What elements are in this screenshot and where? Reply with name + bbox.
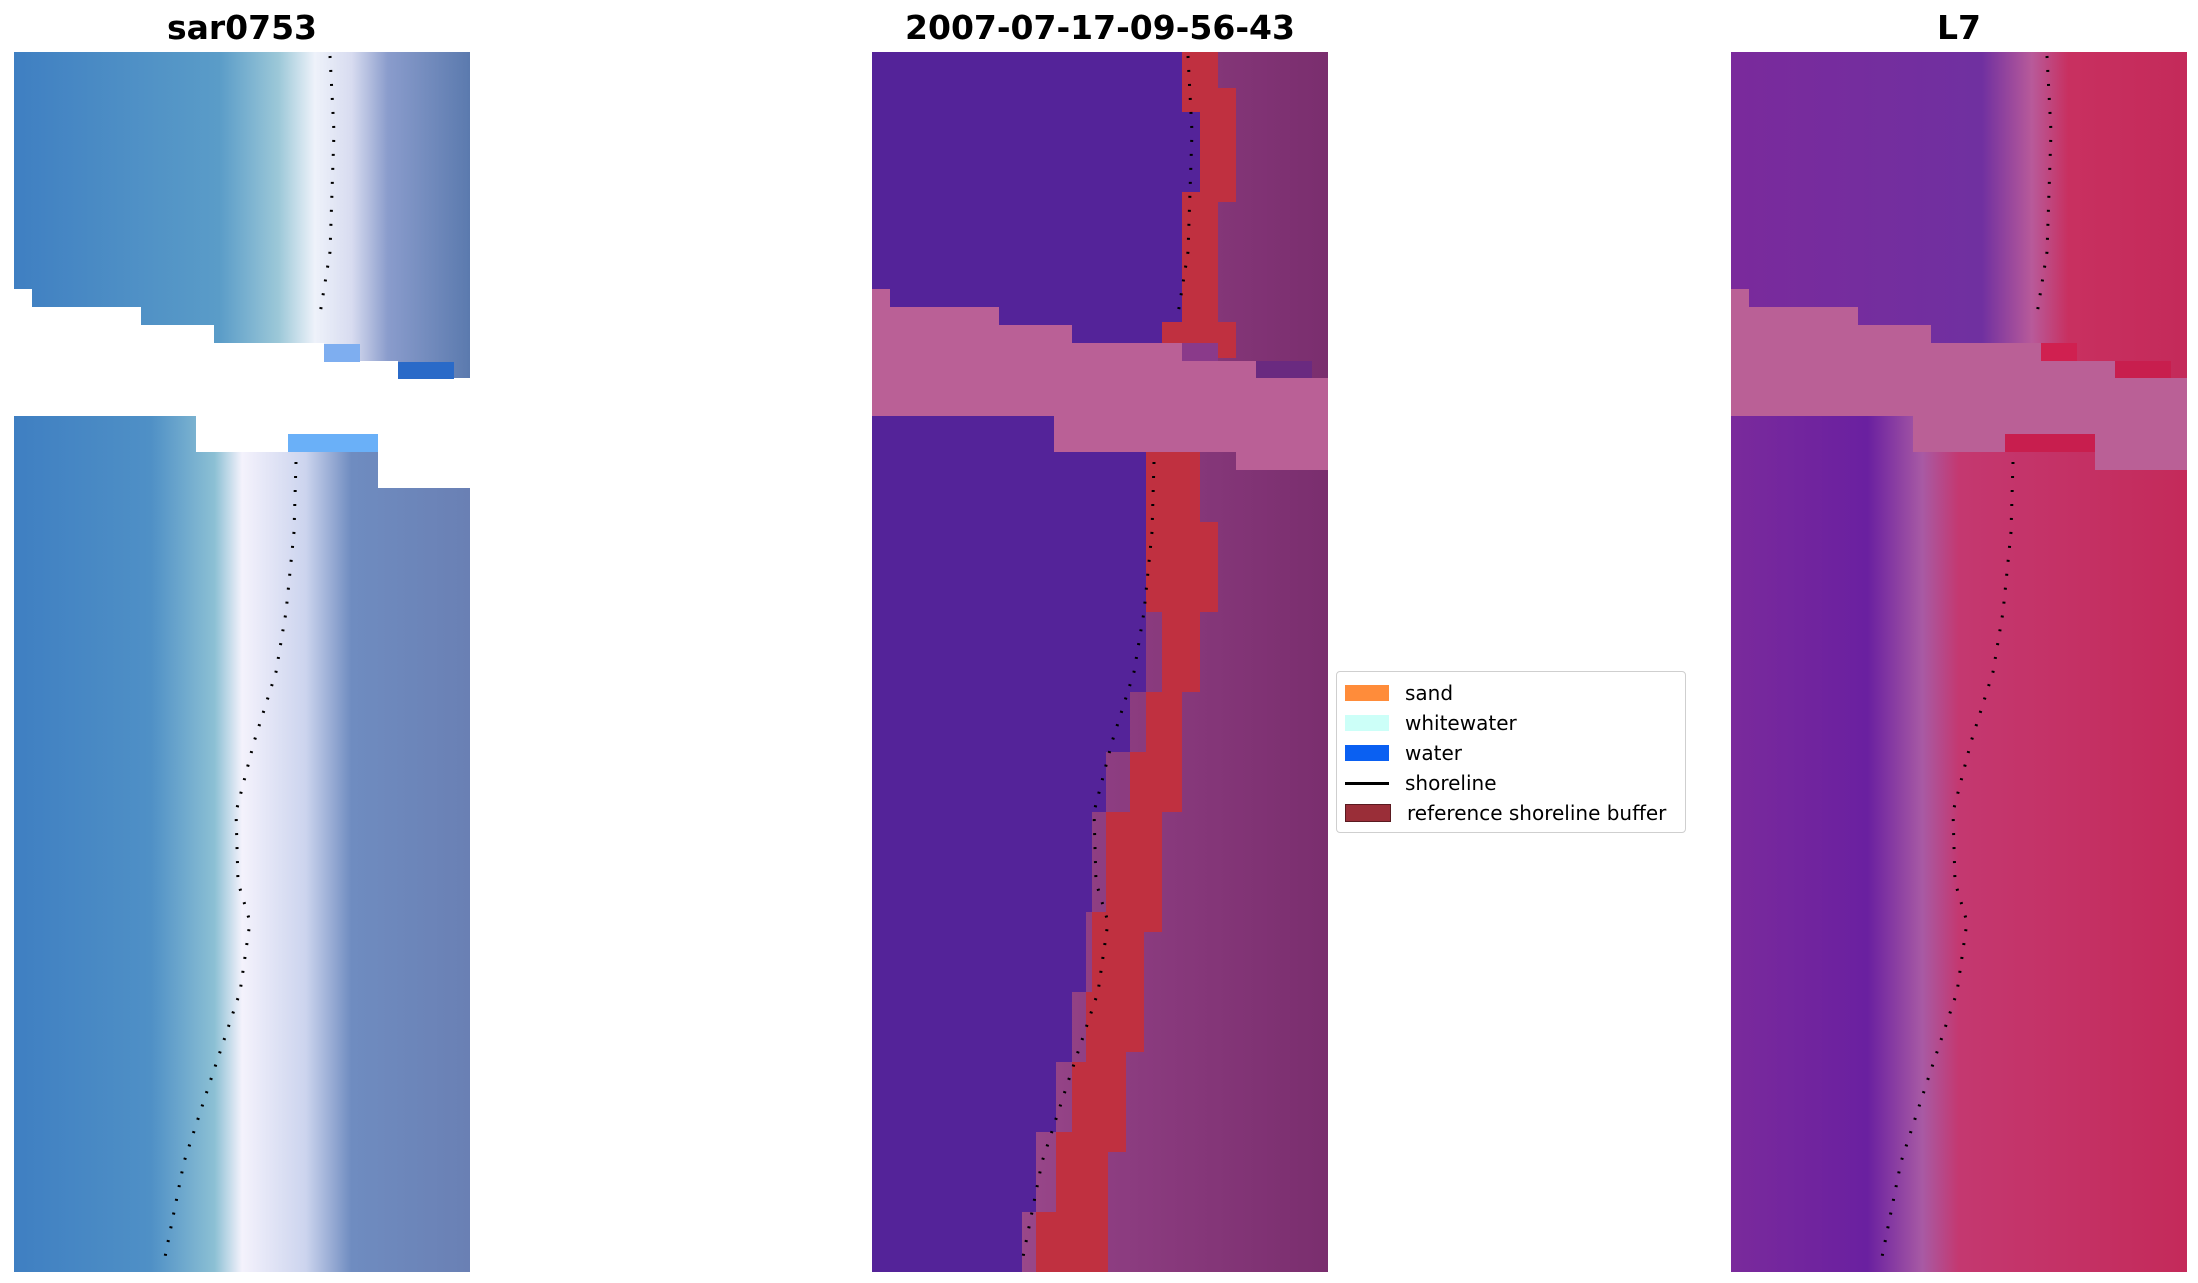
- legend-item-whitewater: whitewater: [1345, 709, 1517, 737]
- shoreline-line-swatch: [1345, 781, 1389, 785]
- panel-title-classified: 2007-07-17-09-56-43: [905, 8, 1295, 47]
- classified-image-panel: [872, 52, 1328, 1272]
- reference-buffer-swatch: [1345, 804, 1391, 822]
- legend-label-whitewater: whitewater: [1405, 711, 1517, 735]
- classified-image: [872, 52, 1328, 1272]
- rgb-image-panel: [14, 52, 470, 1272]
- legend-label-shoreline: shoreline: [1405, 771, 1497, 795]
- sand-swatch: [1345, 685, 1389, 701]
- legend: sand whitewater water shoreline referenc…: [1336, 671, 1686, 833]
- false-color-image: [1731, 52, 2187, 1272]
- legend-item-sand: sand: [1345, 679, 1453, 707]
- rgb-image: [14, 52, 470, 1272]
- water-swatch: [1345, 745, 1389, 761]
- whitewater-swatch: [1345, 715, 1389, 731]
- legend-label-sand: sand: [1405, 681, 1454, 705]
- legend-item-reference-buffer: reference shoreline buffer: [1345, 799, 1666, 827]
- panel-title-false-color: L7: [1937, 8, 1981, 47]
- panel-title-rgb: sar0753: [166, 8, 318, 47]
- legend-label-reference-buffer: reference shoreline buffer: [1407, 801, 1667, 825]
- false-color-image-panel: [1731, 52, 2187, 1272]
- legend-item-water: water: [1345, 739, 1462, 767]
- legend-label-water: water: [1405, 741, 1462, 765]
- legend-item-shoreline: shoreline: [1345, 769, 1497, 797]
